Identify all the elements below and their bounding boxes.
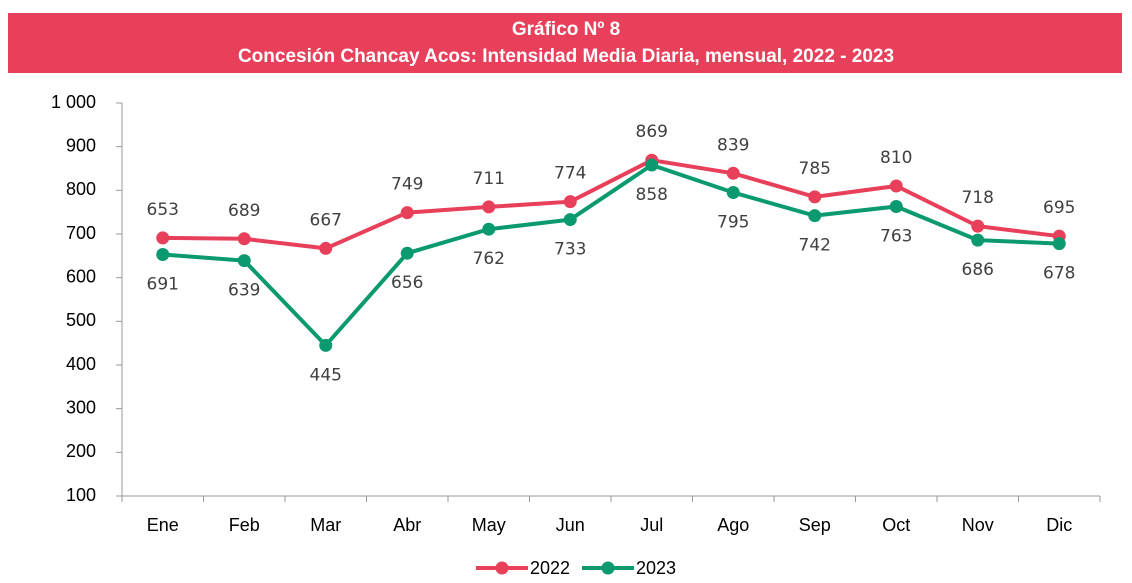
data-label: 711	[473, 169, 505, 189]
chart-subtitle: Concesión Chancay Acos: Intensidad Media…	[238, 46, 894, 67]
data-label: 695	[1043, 198, 1075, 218]
data-label: 763	[880, 226, 912, 246]
data-label: 733	[554, 240, 586, 260]
data-label: 795	[717, 213, 749, 233]
title-band	[8, 13, 1122, 73]
point	[726, 166, 740, 180]
x-tick-label: Dic	[1046, 515, 1072, 535]
point	[237, 232, 251, 246]
data-label: 653	[147, 200, 179, 220]
y-tick-label: 700	[66, 223, 96, 243]
data-label: 678	[1043, 264, 1075, 284]
point	[889, 199, 903, 213]
point	[563, 213, 577, 227]
data-label: 718	[962, 188, 994, 208]
point	[482, 222, 496, 236]
y-tick-label: 1 000	[51, 92, 96, 112]
legend-marker	[601, 561, 615, 575]
point	[400, 246, 414, 260]
x-tick-label: Feb	[229, 515, 260, 535]
point	[971, 233, 985, 247]
x-tick-label: Jun	[556, 515, 585, 535]
point	[400, 206, 414, 220]
data-label: 869	[636, 122, 668, 142]
x-tick-label: Abr	[393, 515, 421, 535]
data-label: 689	[228, 201, 260, 221]
data-label: 785	[799, 159, 831, 179]
data-label: 742	[799, 236, 831, 256]
data-label: 445	[310, 365, 342, 385]
y-tick-label: 200	[66, 441, 96, 461]
x-tick-label: Ago	[717, 515, 749, 535]
x-tick-label: Nov	[962, 515, 994, 535]
x-tick-label: Oct	[882, 515, 910, 535]
point	[726, 186, 740, 200]
legend-label: 2023	[636, 558, 676, 578]
point	[319, 241, 333, 255]
legend-marker	[495, 561, 509, 575]
point	[563, 195, 577, 209]
y-tick-label: 400	[66, 354, 96, 374]
y-tick-label: 900	[66, 135, 96, 155]
point	[808, 209, 822, 223]
data-label: 774	[554, 164, 586, 184]
chart-title: Gráfico Nº 8	[512, 19, 620, 40]
point	[319, 338, 333, 352]
data-label: 686	[962, 260, 994, 280]
data-label: 839	[717, 135, 749, 155]
data-label: 810	[880, 148, 912, 168]
x-tick-label: Mar	[310, 515, 341, 535]
y-tick-label: 500	[66, 310, 96, 330]
x-tick-label: Ene	[147, 515, 179, 535]
point	[971, 219, 985, 233]
y-tick-label: 600	[66, 266, 96, 286]
point	[156, 231, 170, 245]
x-tick-label: May	[472, 515, 506, 535]
point	[889, 179, 903, 193]
y-tick-label: 100	[66, 485, 96, 505]
point	[1052, 237, 1066, 251]
legend-label: 2022	[530, 558, 570, 578]
data-label: 667	[310, 210, 342, 230]
point	[237, 254, 251, 268]
point	[156, 248, 170, 262]
data-label: 639	[228, 281, 260, 301]
point	[645, 158, 659, 172]
data-label: 858	[636, 185, 668, 205]
series-line	[162, 158, 1060, 251]
y-tick-label: 800	[66, 179, 96, 199]
series-line	[162, 163, 1060, 348]
data-label: 691	[147, 275, 179, 295]
x-tick-label: Jul	[640, 515, 663, 535]
y-tick-label: 300	[66, 397, 96, 417]
data-label: 656	[391, 273, 423, 293]
point	[808, 190, 822, 204]
data-label: 749	[391, 175, 423, 195]
data-label: 762	[473, 249, 505, 269]
x-tick-label: Sep	[799, 515, 831, 535]
point	[482, 200, 496, 214]
